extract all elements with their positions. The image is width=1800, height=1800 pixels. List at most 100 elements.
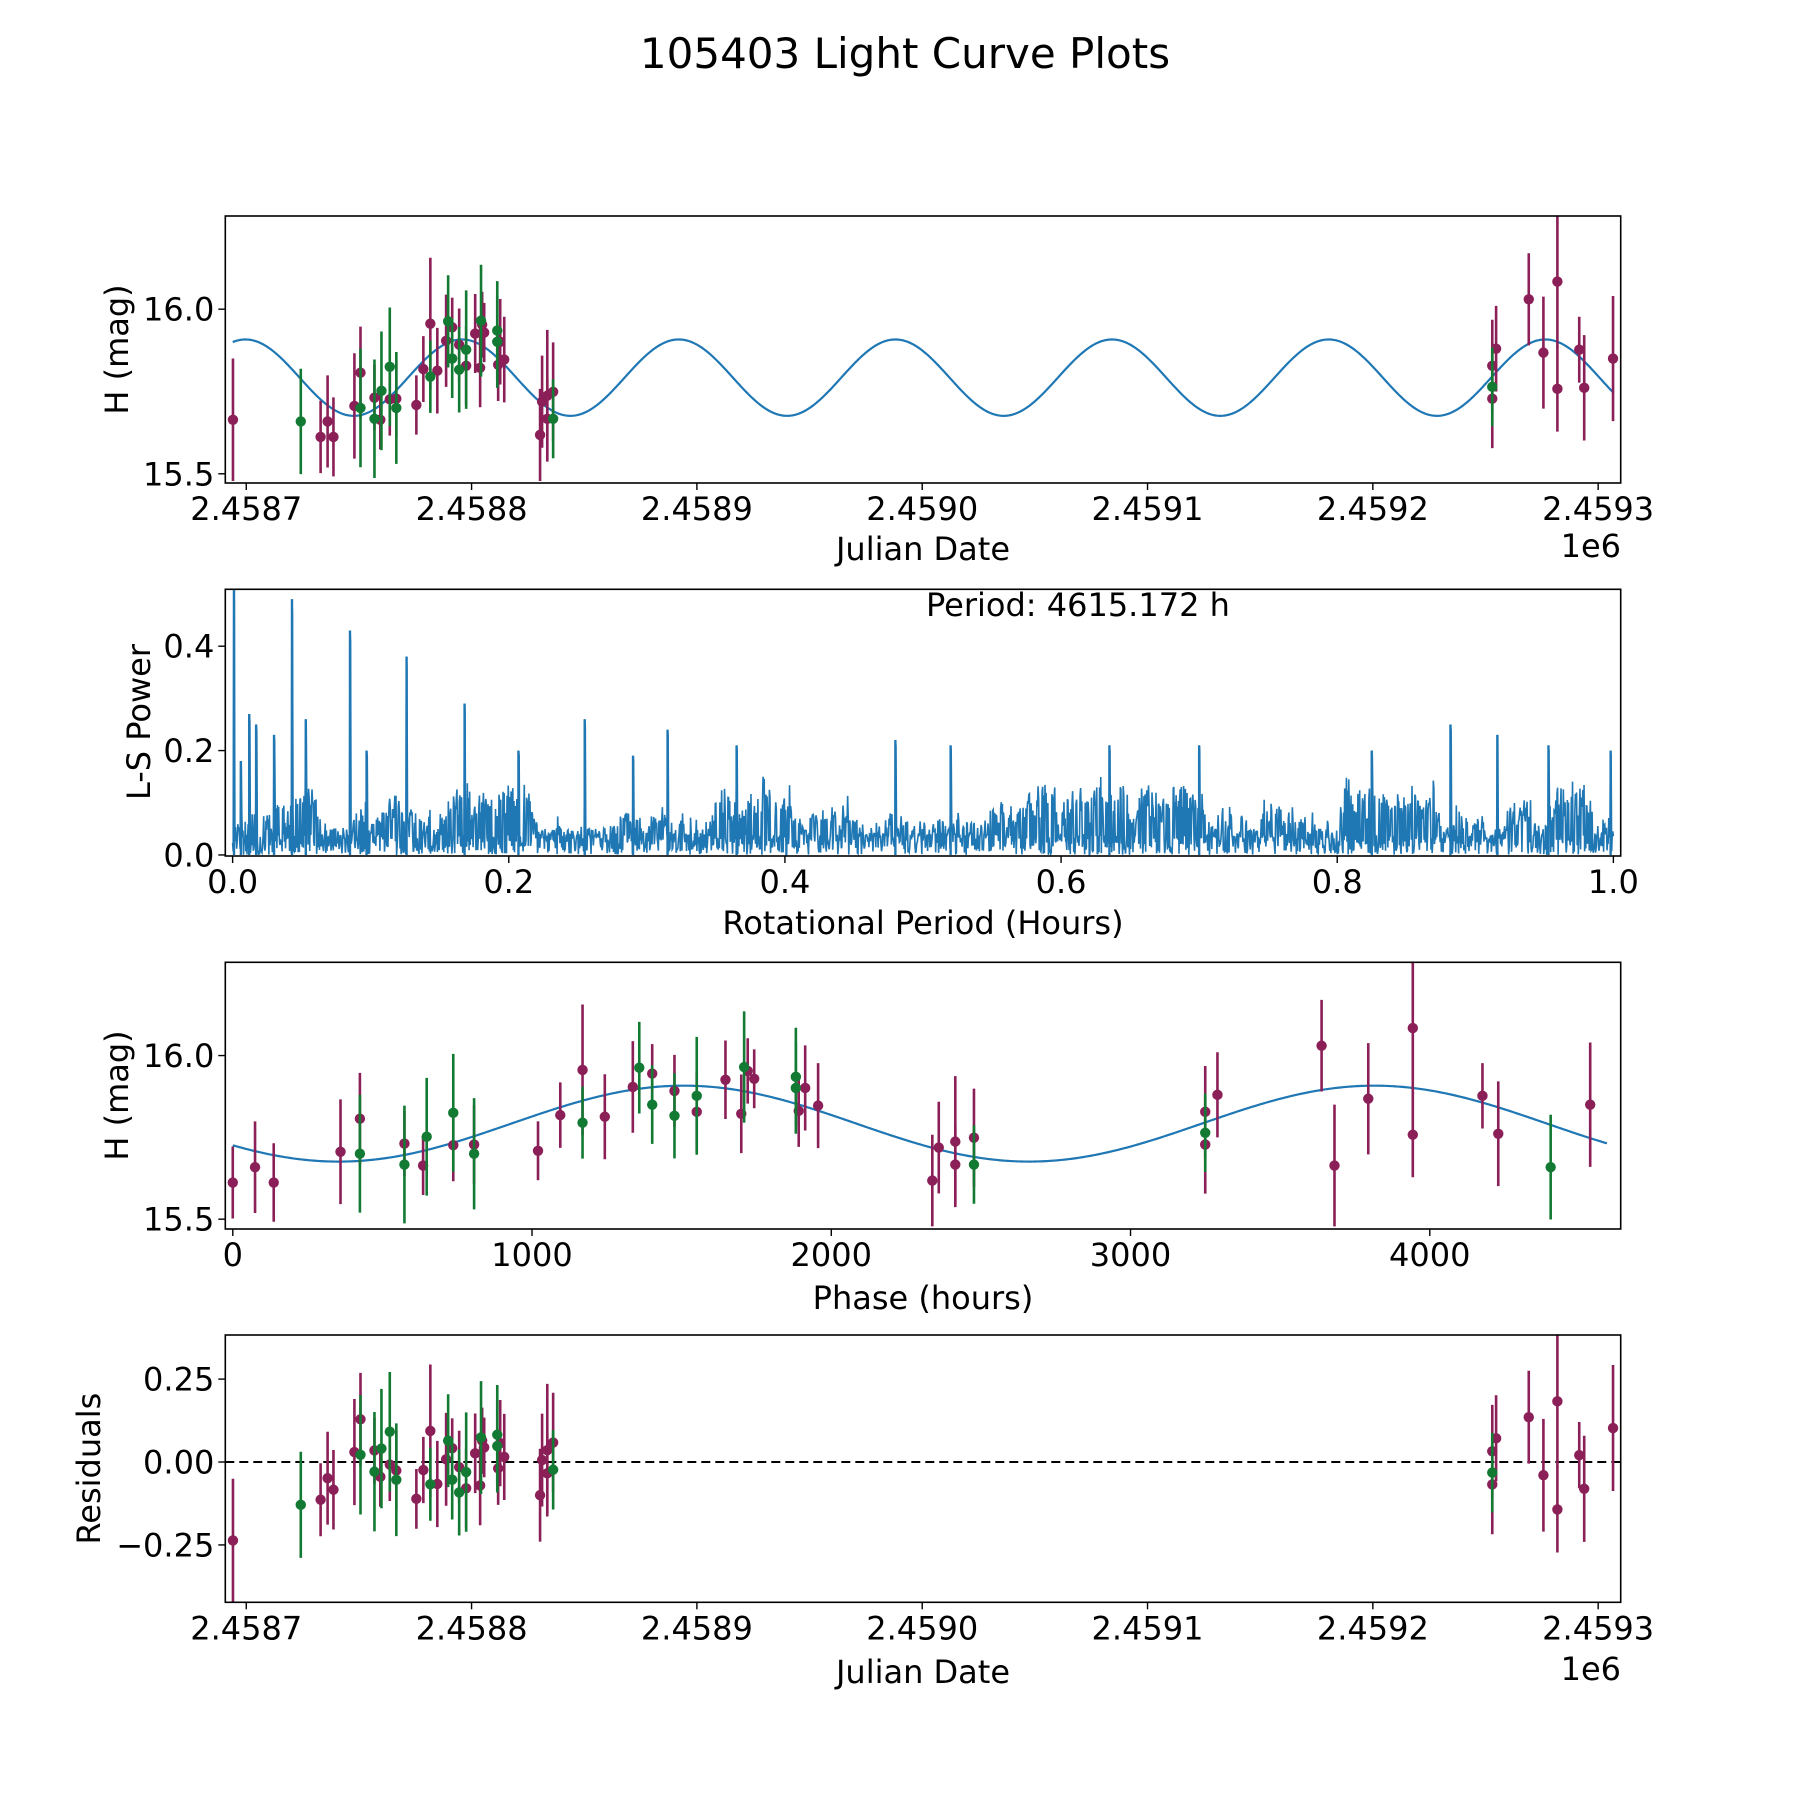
light-curve-xlabel: Julian Date [834,530,1010,568]
light-curve-point-filter_a [432,327,443,414]
residuals-yticks: −0.25 0.00 0.25 [116,1361,226,1564]
data-point [799,1082,811,1094]
phased-point-filter_b [399,1105,410,1224]
x-tick-label: 2.4588 [416,490,528,528]
residual-point-filter_b [384,1372,395,1492]
residual-point-filter_a [1607,1365,1619,1492]
data-point [442,316,454,327]
data-point [475,315,487,326]
phased-point-filter_a [1363,1043,1374,1155]
data-point [354,1148,366,1159]
x-tick-label: 2.4592 [1317,1609,1429,1647]
data-point [691,1090,702,1102]
phased-point-filter_a [1212,1052,1223,1138]
phased-point-filter_b [790,1042,802,1134]
data-point [1523,294,1534,305]
data-point [384,361,395,372]
data-point [376,385,387,397]
data-point [335,1146,346,1157]
phased-point-filter_a [335,1099,346,1205]
data-point [391,1474,402,1485]
residual-point-filter_b [547,1429,559,1510]
residual-point-filter_b [355,1395,366,1515]
x-tick-label: 3000 [1090,1236,1171,1274]
x-tick-label: 2.4589 [641,1609,753,1647]
data-point [446,1474,458,1485]
light-curve-point-filter_a [1607,296,1619,422]
x-tick-label: 2.4587 [190,1609,302,1647]
phased-point-filter_a [599,1074,611,1160]
data-point [1607,1422,1619,1434]
periodogram-axes-frame [224,588,1622,857]
phased-point-filter_b [968,1125,980,1204]
light-curve-point-filter_b [442,275,454,368]
data-point [790,1082,802,1094]
x-tick-label: 2.4593 [1542,1609,1654,1647]
phased-light-curve-yticks: 15.5 16.0 [143,1037,226,1239]
residual-point-filter_b [453,1449,465,1536]
data-point [547,413,559,425]
phased-point-filter_b [669,1073,680,1159]
data-point [1477,1090,1488,1102]
light-curve-point-filter_a [322,375,333,468]
data-point [1493,1128,1504,1139]
light-curve-marks [227,216,1619,482]
phased-point-filter_b [421,1077,432,1196]
data-point [322,1473,333,1484]
phased-point-filter_a [1477,1063,1488,1129]
data-point [268,1177,279,1188]
data-point [468,1148,480,1159]
data-point [748,1073,760,1084]
data-point [1212,1089,1223,1101]
x-tick-label: 0.2 [483,863,534,901]
light-curve-point-filter_a [499,316,510,403]
residual-point-filter_a [1523,1370,1534,1464]
light-curve-yticks: 15.5 16.0 [143,291,226,493]
data-point [1523,1412,1534,1423]
phased-point-filter_a [555,1082,566,1148]
data-point [384,1426,395,1437]
data-point [425,1479,436,1490]
phased-point-filter_a [1316,999,1327,1092]
x-tick-label: 1.0 [1588,863,1639,901]
data-point [440,1454,452,1465]
light-curve-axes-frame [224,215,1622,484]
phased-point-filter_a [627,1041,639,1133]
data-point [448,1107,459,1119]
y-tick-label: 15.5 [143,1201,214,1239]
light-curve-point-filter_a [1538,296,1549,409]
light-curve-point-filter_a [469,294,481,374]
x-tick-label: 2000 [791,1236,872,1274]
y-tick-label: 16.0 [143,291,214,329]
data-point [328,431,339,443]
data-point [968,1159,980,1170]
data-point [227,1535,239,1546]
phased-point-filter_a [1407,1092,1418,1178]
data-point [249,1161,261,1173]
phased-light-curve-panel: 0 1000 2000 3000 4000 15.5 16.0 Phase (hours)… [98,961,1622,1317]
periodogram-xticks: 0.0 0.2 0.4 0.6 0.8 1.0 [207,856,1639,901]
phased-point-filter_a [1584,1042,1596,1167]
residual-point-filter_b [369,1412,380,1532]
light-curve-point-filter_b [295,368,306,475]
data-point [376,1443,387,1454]
data-point [547,1464,559,1475]
residual-point-filter_a [469,1413,481,1494]
data-point [469,1448,481,1459]
data-point [599,1111,611,1122]
phased-point-filter_a [532,1121,544,1181]
data-point [369,413,380,425]
data-point [453,1487,465,1498]
residual-point-filter_b [442,1394,454,1488]
light-curve-point-filter_b [391,351,402,464]
light-curve-point-filter_b [547,379,559,459]
light-curve-point-filter_a [1552,346,1563,432]
phased-point-filter_a [1407,962,1418,1094]
light-curve-point-filter_a [315,400,326,474]
data-point [627,1081,639,1093]
light-curve-point-filter_a [1552,216,1563,348]
residual-point-filter_a [418,1436,429,1504]
data-point [369,1466,380,1477]
x-tick-label: 2.4593 [1542,490,1654,528]
residual-point-filter_a [322,1431,333,1525]
